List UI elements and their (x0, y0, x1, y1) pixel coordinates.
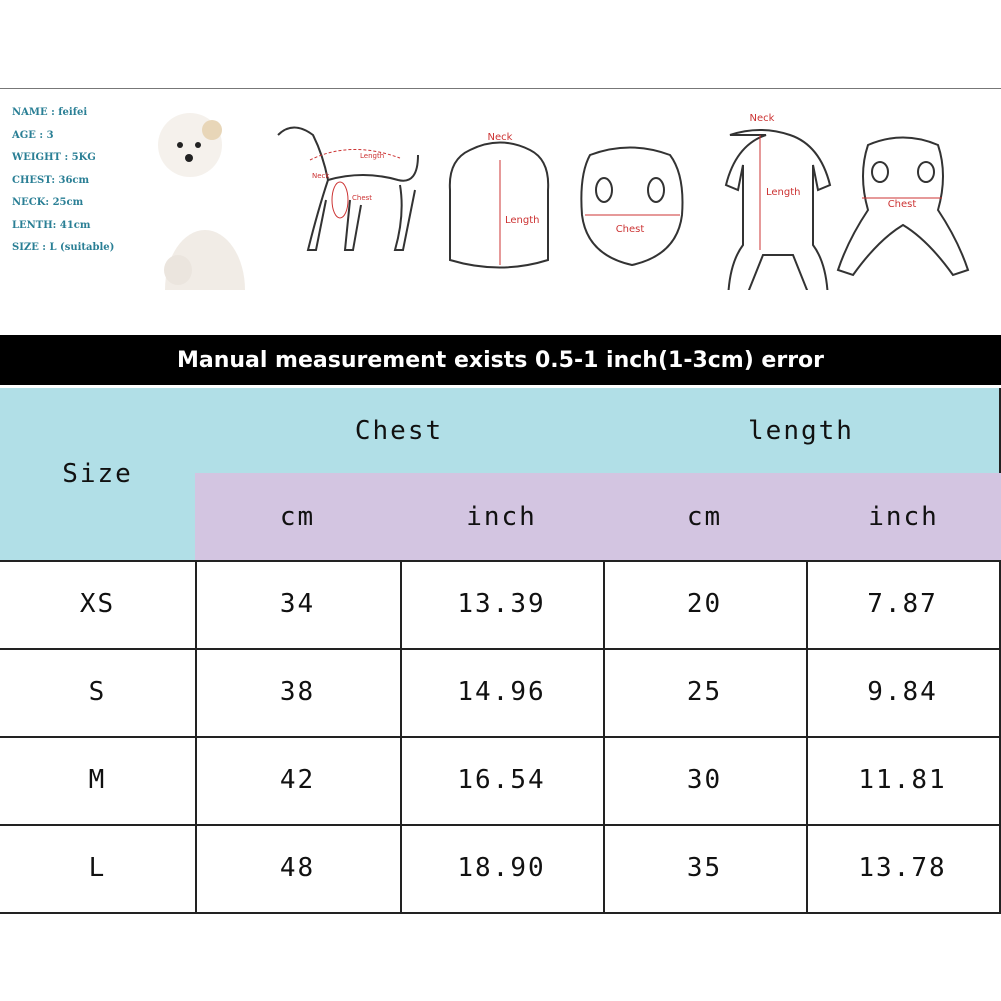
measurement: 34 (195, 560, 402, 650)
size-label: M (0, 736, 197, 826)
sweater-back (448, 141, 550, 269)
measurement: 9.84 (806, 648, 1001, 738)
unit-header: inch (806, 473, 1001, 562)
sweater-front (580, 146, 684, 267)
measurement: 14.96 (400, 648, 605, 738)
diagram-label: Chest (888, 199, 917, 210)
jumpsuit-front (836, 136, 970, 277)
unit-header: cm (195, 473, 402, 562)
banner: Manual measurement exists 0.5-1 inch(1-3… (0, 335, 1001, 385)
divider (0, 88, 1001, 89)
diagram-label: Length (360, 152, 384, 160)
profile-line: SIZE : L (suitable) (12, 242, 115, 253)
group-header: length (603, 388, 1001, 475)
measurement: 7.87 (806, 560, 1001, 650)
size-label: XS (0, 560, 197, 650)
measurement: 25 (603, 648, 808, 738)
measurement: 35 (603, 824, 808, 914)
measurement: 20 (603, 560, 808, 650)
diagram-label: Chest (352, 194, 372, 202)
dog-profile: NAME : feifei AGE : 3 WEIGHT : 5KG CHEST: 3… (12, 102, 114, 260)
unit-header: inch (400, 473, 605, 562)
measurement: 13.39 (400, 560, 605, 650)
measurement: 48 (195, 824, 402, 914)
diagrams: Length Neck Chest Neck Length Chest Neck… (158, 113, 970, 290)
diagram-label: Chest (616, 224, 645, 235)
dog-outline (277, 126, 419, 251)
measurement: 13.78 (806, 824, 1001, 914)
profile-line: NAME : feifei (12, 107, 88, 118)
measurement: 18.90 (400, 824, 605, 914)
dog-photo (158, 113, 245, 290)
group-header: Chest (195, 388, 605, 475)
jumpsuit-back (724, 129, 832, 290)
measurement: 42 (195, 736, 402, 826)
profile-line: WEIGHT : 5KG (12, 152, 96, 163)
measurement: 30 (603, 736, 808, 826)
size-header: Size (0, 388, 197, 562)
diagram-label: Neck (312, 172, 330, 180)
diagram-label: Neck (750, 113, 775, 124)
measurement: 11.81 (806, 736, 1001, 826)
size-label: S (0, 648, 197, 738)
profile-line: CHEST: 36cm (12, 174, 90, 186)
profile-line: LENTH: 41cm (12, 219, 91, 231)
unit-header: cm (603, 473, 808, 562)
diagram-label: Neck (488, 132, 513, 143)
diagram-label: Length (505, 215, 540, 226)
size-label: L (0, 824, 197, 914)
measurement: 38 (195, 648, 402, 738)
diagram-label: Length (766, 187, 801, 198)
profile-line: NECK: 25cm (12, 197, 84, 208)
measurement: 16.54 (400, 736, 605, 826)
profile-line: AGE : 3 (12, 129, 54, 141)
